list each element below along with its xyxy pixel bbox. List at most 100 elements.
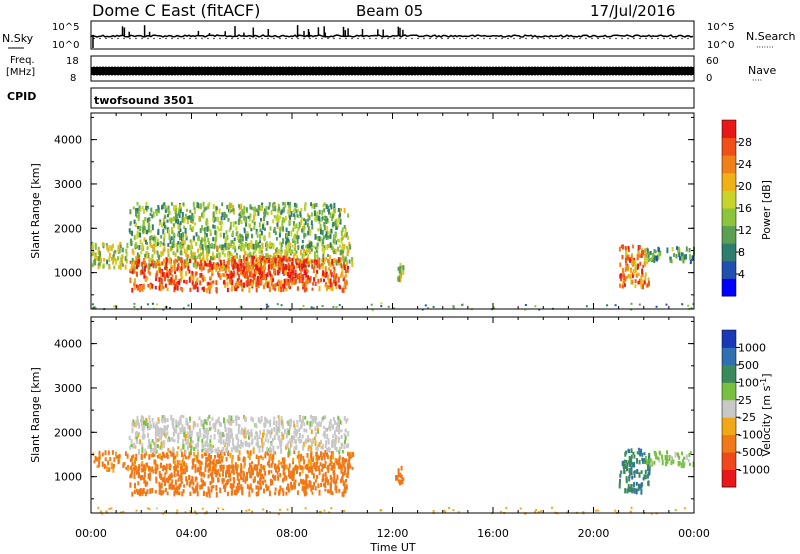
range-cell [337, 437, 340, 444]
range-cell [255, 270, 258, 275]
range-cell [202, 213, 205, 219]
range-cell [648, 457, 650, 463]
range-cell [322, 238, 325, 245]
range-cell [110, 462, 113, 469]
range-cell [246, 475, 248, 481]
range-cell [236, 237, 239, 241]
range-cell [669, 256, 672, 260]
range-cell [539, 510, 542, 513]
range-cell [180, 266, 183, 271]
range-cell [272, 278, 275, 283]
range-cell [293, 247, 296, 252]
range-cell [158, 282, 161, 286]
range-cell [217, 263, 220, 268]
range-cell [334, 457, 337, 464]
range-cell [674, 509, 677, 511]
range-cell [193, 207, 196, 211]
range-cell [340, 464, 343, 469]
range-cell [332, 239, 335, 244]
range-cell [194, 284, 197, 290]
range-cell [236, 483, 239, 487]
range-cell [222, 267, 224, 272]
range-cell [234, 255, 237, 260]
range-cell [272, 438, 274, 442]
range-cell [620, 470, 623, 475]
range-cell [262, 265, 265, 270]
range-cell [275, 420, 278, 426]
range-cell [101, 242, 104, 247]
range-cell [137, 481, 140, 486]
range-cell [325, 440, 328, 445]
nsearch-dot [405, 37, 407, 40]
range-cell [283, 283, 286, 289]
range-cell [134, 465, 137, 470]
range-cell [223, 253, 226, 257]
range-cell [236, 269, 239, 276]
range-cell [149, 488, 152, 494]
range-cell [236, 278, 239, 282]
range-cell [199, 428, 201, 433]
range-cell [324, 482, 327, 489]
range-cell [270, 480, 272, 486]
range-cell [204, 448, 207, 453]
range-cell [158, 277, 161, 282]
range-cell [305, 476, 308, 483]
range-cell [136, 415, 139, 420]
range-cell [305, 491, 308, 496]
range-cell [249, 251, 251, 256]
range-cell [267, 280, 270, 287]
range-cell [328, 463, 331, 467]
range-cell [217, 273, 220, 278]
range-cell [628, 461, 631, 466]
range-cell [224, 282, 227, 288]
range-cell [103, 257, 106, 262]
range-cell [176, 509, 179, 512]
range-cell [129, 221, 132, 225]
range-cell [205, 491, 208, 497]
range-cell [255, 423, 257, 428]
nsearch-dot [225, 37, 227, 40]
range-cell [240, 484, 243, 490]
range-cell [181, 236, 183, 242]
range-cell [155, 421, 158, 427]
range-cell [207, 281, 210, 286]
range-cell [188, 269, 191, 274]
range-cell [313, 481, 316, 487]
range-cell [208, 491, 211, 498]
range-cell [624, 277, 627, 282]
range-cell [280, 242, 283, 248]
range-cell [173, 426, 176, 432]
range-cell [149, 443, 152, 450]
range-cell [263, 423, 266, 428]
range-cell [146, 246, 149, 250]
range-cell [228, 266, 230, 273]
range-cell [205, 220, 208, 226]
range-cell [274, 257, 277, 263]
range-cell [133, 234, 136, 241]
range-cell [321, 258, 324, 263]
range-cell [175, 208, 178, 214]
range-cell [267, 206, 270, 210]
range-cell [180, 451, 183, 458]
range-cell [242, 263, 245, 267]
range-cell [198, 253, 200, 257]
range-cell [217, 251, 220, 256]
nsearch-dot [507, 37, 509, 40]
nsearch-dot [633, 37, 635, 40]
range-cell [226, 275, 228, 281]
range-cell [234, 283, 237, 288]
range-cell [203, 207, 206, 212]
range-cell [163, 454, 166, 459]
range-cell [200, 252, 203, 257]
range-cell [218, 473, 221, 478]
range-cell [257, 485, 259, 490]
range-cell [338, 304, 341, 306]
range-cell [287, 430, 290, 435]
range-cell [688, 248, 691, 253]
range-cell [139, 232, 142, 238]
range-cell [244, 427, 247, 432]
range-cell [311, 224, 314, 230]
range-cell [257, 442, 260, 449]
range-cell [180, 448, 183, 453]
range-cell [174, 488, 177, 495]
